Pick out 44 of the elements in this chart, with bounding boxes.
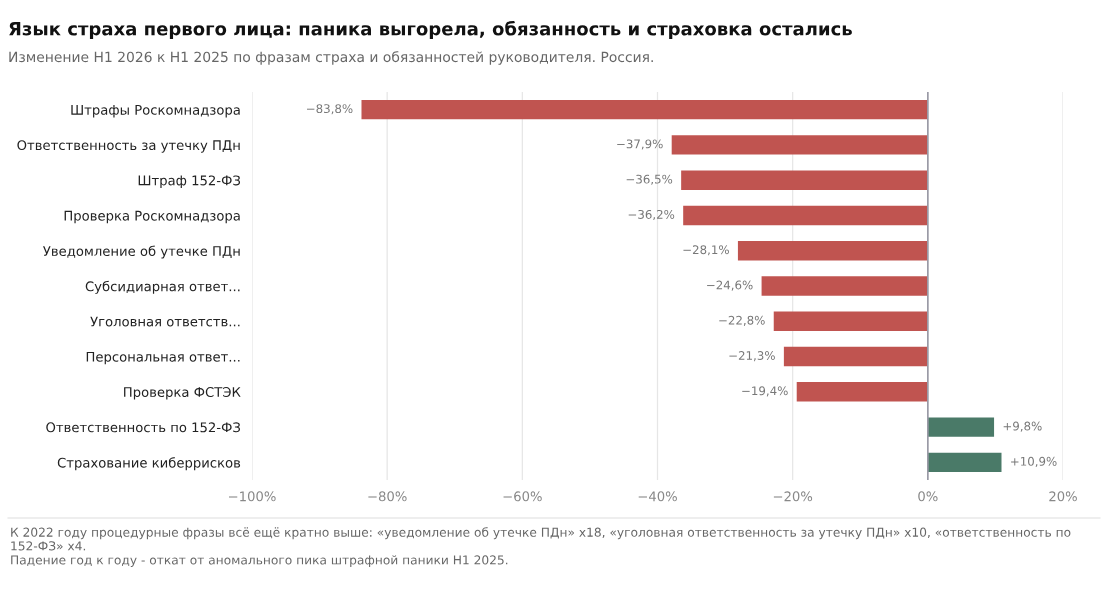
- x-tick-label: −60%: [503, 491, 542, 502]
- x-tick-label: −20%: [773, 491, 813, 502]
- x-tick-label: −80%: [368, 491, 407, 502]
- data-label: −28,1%: [683, 245, 729, 256]
- bar: [361, 99, 928, 120]
- data-label: −36,5%: [626, 174, 673, 185]
- y-tick-label: Субсидиарная ответ...: [85, 280, 240, 294]
- y-tick-label: Персональная ответ...: [86, 351, 240, 365]
- text: Падение год к году - откат от аномального пика штрафной паники H1 2025.: [11, 555, 508, 567]
- x-tick-label: 20%: [1049, 491, 1077, 502]
- text: К 2022 году процедурные фразы всё ещё кратно выше: «уведомление об утечке ПДн» x18, «уголовная ответственность за утечку ПДн» x10, «ответственность по 152-ФЗ» x4.: [11, 527, 1071, 551]
- y-tick-label: Уведомление об утечке ПДн: [43, 245, 240, 259]
- bar: [737, 241, 928, 261]
- bar: [796, 382, 928, 402]
- y-tick-label: Штраф 152-ФЗ: [138, 175, 241, 188]
- data-label: +10,9%: [1011, 456, 1057, 467]
- x-tick-label: 0%: [918, 491, 938, 502]
- data-label: −22,8%: [719, 315, 765, 326]
- y-tick-label: Штрафы Роскомнадзора: [71, 105, 240, 118]
- data-label: −19,4%: [742, 386, 788, 397]
- chart-subtitle: Изменение H1 2026 к H1 2025 по фразам страха и обязанностей руководителя. Россия.: [9, 51, 653, 65]
- bar: [671, 135, 928, 155]
- data-label: −83,8%: [307, 104, 353, 115]
- bar: [773, 311, 928, 331]
- data-label: −37,9%: [617, 139, 663, 150]
- x-tick-label: −100%: [229, 491, 276, 502]
- data-label: +9,8%: [1003, 421, 1042, 432]
- chart-title: Язык страха первого лица: паника выгорела, обязанность и страховка остались: [9, 20, 852, 40]
- data-label: −36,2%: [628, 209, 675, 221]
- bar: [783, 346, 928, 367]
- y-tick-label: Проверка ФСТЭК: [124, 387, 241, 400]
- data-label: −21,3%: [729, 351, 775, 362]
- data-label: −24,6%: [707, 280, 753, 291]
- x-tick-label: −40%: [638, 491, 677, 502]
- y-tick-label: Ответственность по 152-ФЗ: [46, 422, 241, 433]
- y-tick-label: Страхование киберрисков: [57, 457, 241, 471]
- y-tick-label: Ответственность за утечку ПДн: [17, 140, 240, 153]
- bar: [683, 205, 928, 226]
- bar: [761, 276, 928, 296]
- y-tick-label: Уголовная ответств...: [90, 316, 240, 327]
- bar: [927, 452, 1002, 473]
- bar: [681, 170, 928, 190]
- y-tick-label: Проверка Роскомнадзора: [64, 210, 240, 224]
- bar: [927, 417, 995, 437]
